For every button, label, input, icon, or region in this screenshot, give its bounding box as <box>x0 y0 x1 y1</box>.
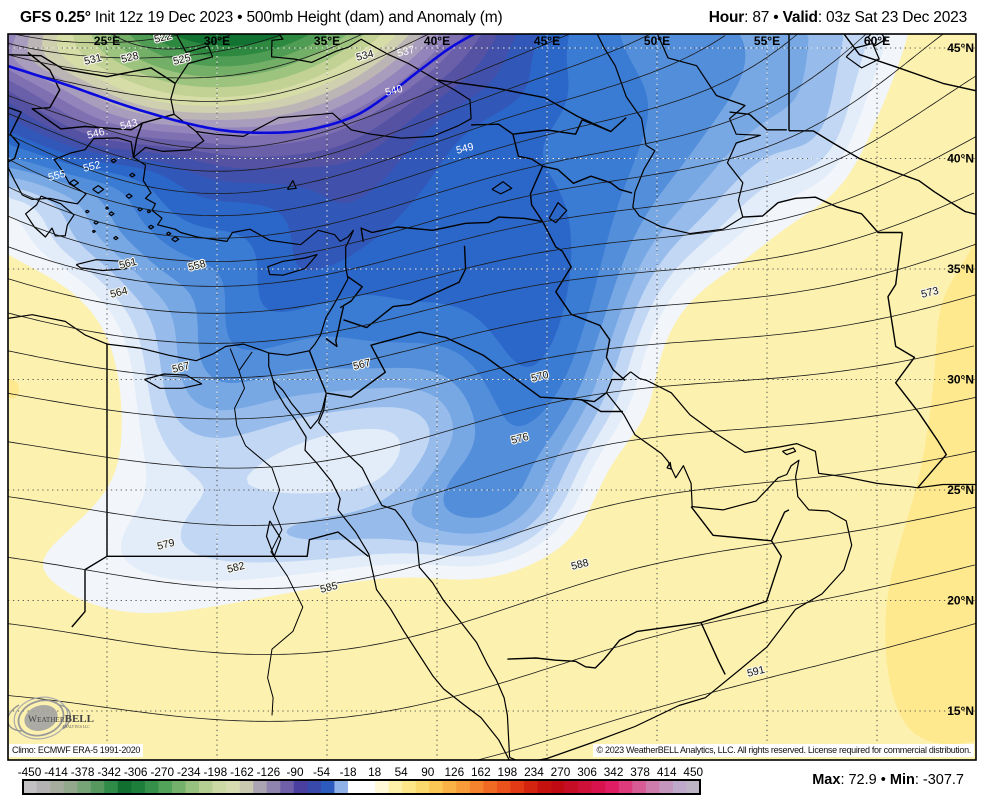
svg-text:162: 162 <box>471 765 491 779</box>
svg-text:35°E: 35°E <box>314 34 340 48</box>
svg-text:126: 126 <box>444 765 464 779</box>
svg-text:564: 564 <box>109 285 129 301</box>
svg-text:Max: 72.9 • Min: -307.7: Max: 72.9 • Min: -307.7 <box>812 772 964 788</box>
svg-text:-378: -378 <box>71 765 95 779</box>
svg-text:537: 537 <box>396 44 416 60</box>
svg-text:582: 582 <box>226 560 246 576</box>
svg-text:540: 540 <box>384 83 404 99</box>
svg-text:-162: -162 <box>230 765 254 779</box>
svg-text:567: 567 <box>352 357 372 373</box>
svg-text:50°E: 50°E <box>644 34 670 48</box>
svg-text:567: 567 <box>171 360 191 376</box>
svg-text:25°N: 25°N <box>947 483 974 497</box>
svg-text:306: 306 <box>577 765 597 779</box>
svg-text:40°E: 40°E <box>424 34 450 48</box>
svg-text:15°N: 15°N <box>947 704 974 718</box>
svg-text:-306: -306 <box>124 765 148 779</box>
svg-text:-450: -450 <box>18 765 42 779</box>
svg-text:531: 531 <box>83 52 103 68</box>
svg-text:270: 270 <box>551 765 571 779</box>
svg-text:30°N: 30°N <box>947 373 974 387</box>
svg-text:414: 414 <box>657 765 677 779</box>
svg-text:588: 588 <box>570 557 590 573</box>
svg-text:-270: -270 <box>150 765 174 779</box>
svg-text:60°E: 60°E <box>864 34 890 48</box>
svg-text:25°E: 25°E <box>94 34 120 48</box>
svg-text:378: 378 <box>630 765 650 779</box>
svg-text:558: 558 <box>187 258 207 274</box>
svg-text:-54: -54 <box>313 765 330 779</box>
svg-text:549: 549 <box>455 141 475 157</box>
svg-text:90: 90 <box>421 765 435 779</box>
svg-text:-414: -414 <box>44 765 68 779</box>
svg-text:528: 528 <box>120 50 140 66</box>
svg-text:198: 198 <box>498 765 518 779</box>
svg-text:570: 570 <box>530 369 550 385</box>
svg-text:18: 18 <box>368 765 382 779</box>
svg-text:20°N: 20°N <box>947 594 974 608</box>
svg-text:555: 555 <box>47 168 67 184</box>
svg-text:ANALYTICS LLC: ANALYTICS LLC <box>62 725 90 729</box>
svg-text:55°E: 55°E <box>754 34 780 48</box>
svg-text:45°N: 45°N <box>947 41 974 55</box>
svg-text:-198: -198 <box>204 765 228 779</box>
svg-text:543: 543 <box>119 117 139 133</box>
svg-text:561: 561 <box>118 256 138 272</box>
svg-text:525: 525 <box>172 52 192 68</box>
svg-text:35°N: 35°N <box>947 262 974 276</box>
svg-text:45°E: 45°E <box>534 34 560 48</box>
svg-text:40°N: 40°N <box>947 152 974 166</box>
svg-text:534: 534 <box>355 48 375 64</box>
svg-text:-90: -90 <box>286 765 303 779</box>
svg-text:552: 552 <box>82 159 102 175</box>
svg-text:-342: -342 <box>97 765 121 779</box>
svg-text:450: 450 <box>683 765 703 779</box>
svg-text:30°E: 30°E <box>204 34 230 48</box>
svg-text:546: 546 <box>86 126 106 142</box>
svg-text:591: 591 <box>746 664 766 680</box>
svg-text:54: 54 <box>395 765 409 779</box>
svg-text:576: 576 <box>510 431 530 447</box>
svg-text:-126: -126 <box>257 765 281 779</box>
svg-text:585: 585 <box>319 580 339 596</box>
svg-text:-234: -234 <box>177 765 201 779</box>
svg-text:WEATHERBELL: WEATHERBELL <box>28 713 94 725</box>
svg-text:-18: -18 <box>340 765 357 779</box>
svg-text:573: 573 <box>920 285 940 301</box>
svg-text:579: 579 <box>156 537 176 553</box>
svg-text:342: 342 <box>604 765 624 779</box>
svg-text:234: 234 <box>524 765 544 779</box>
